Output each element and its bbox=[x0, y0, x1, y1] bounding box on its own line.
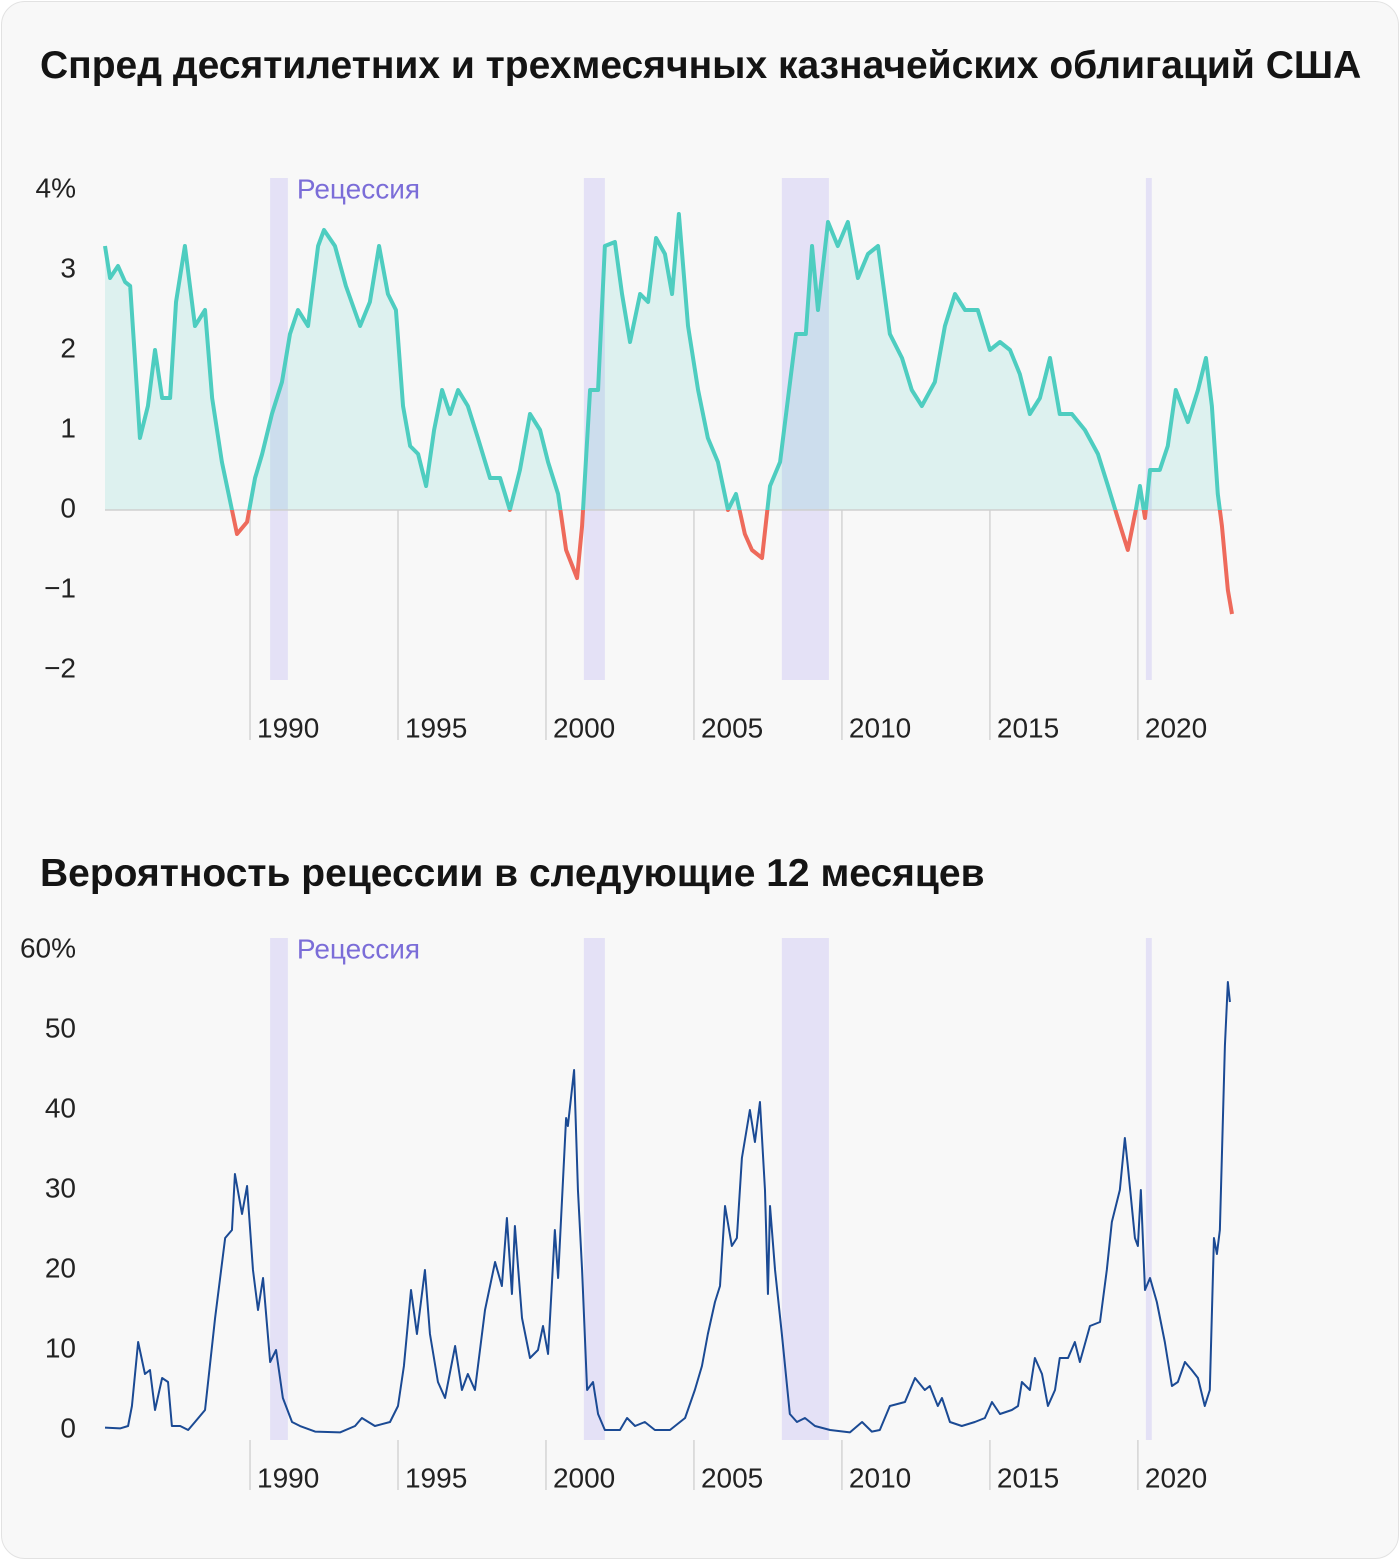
chart-title: Спред десятилетних и трехмесячных казнач… bbox=[40, 44, 1362, 87]
x-tick-label: 2020 bbox=[1145, 712, 1207, 743]
y-tick-label: −1 bbox=[44, 572, 76, 603]
y-tick-label: 3 bbox=[60, 252, 76, 283]
recession-band bbox=[781, 938, 829, 1440]
recession-label: Рецессия bbox=[297, 173, 420, 204]
x-tick-label: 2015 bbox=[997, 712, 1059, 743]
x-tick-label: 2000 bbox=[553, 1462, 615, 1493]
y-tick-label: 50 bbox=[45, 1012, 76, 1043]
x-tick-label: 1990 bbox=[257, 1462, 319, 1493]
recession-band bbox=[270, 178, 288, 680]
spread-line-positive bbox=[103, 212, 1222, 510]
x-tick-label: 2005 bbox=[701, 712, 763, 743]
x-tick-label: 1995 bbox=[405, 1462, 467, 1493]
chart-title: Вероятность рецессии в следующие 12 меся… bbox=[40, 852, 985, 895]
recession-band bbox=[270, 938, 288, 1440]
recession-label: Рецессия bbox=[297, 933, 420, 964]
y-tick-label: 10 bbox=[45, 1332, 76, 1363]
recession-band bbox=[583, 178, 605, 680]
y-tick-label: 2 bbox=[60, 332, 76, 363]
y-tick-label: 40 bbox=[45, 1092, 76, 1123]
x-tick-label: 1995 bbox=[405, 712, 467, 743]
x-tick-label: 2010 bbox=[849, 1462, 911, 1493]
x-tick-label: 2010 bbox=[849, 712, 911, 743]
x-tick-label: 2015 bbox=[997, 1462, 1059, 1493]
y-tick-label: 20 bbox=[45, 1252, 76, 1283]
y-tick-label: 0 bbox=[60, 1412, 76, 1443]
y-tick-label: 60% bbox=[20, 932, 76, 963]
x-tick-label: 2020 bbox=[1145, 1462, 1207, 1493]
y-tick-label: 0 bbox=[60, 492, 76, 523]
x-tick-label: 2000 bbox=[553, 712, 615, 743]
y-tick-label: 30 bbox=[45, 1172, 76, 1203]
y-tick-label: −2 bbox=[44, 652, 76, 683]
y-tick-label: 1 bbox=[60, 412, 76, 443]
recession-band bbox=[781, 178, 829, 680]
x-tick-label: 1990 bbox=[257, 712, 319, 743]
probability-line bbox=[104, 981, 1231, 1434]
recession-band bbox=[583, 938, 605, 1440]
recession-band bbox=[1145, 938, 1152, 1440]
y-tick-label: 4% bbox=[36, 172, 76, 203]
x-tick-label: 2005 bbox=[701, 1462, 763, 1493]
recession-band bbox=[1145, 178, 1152, 680]
